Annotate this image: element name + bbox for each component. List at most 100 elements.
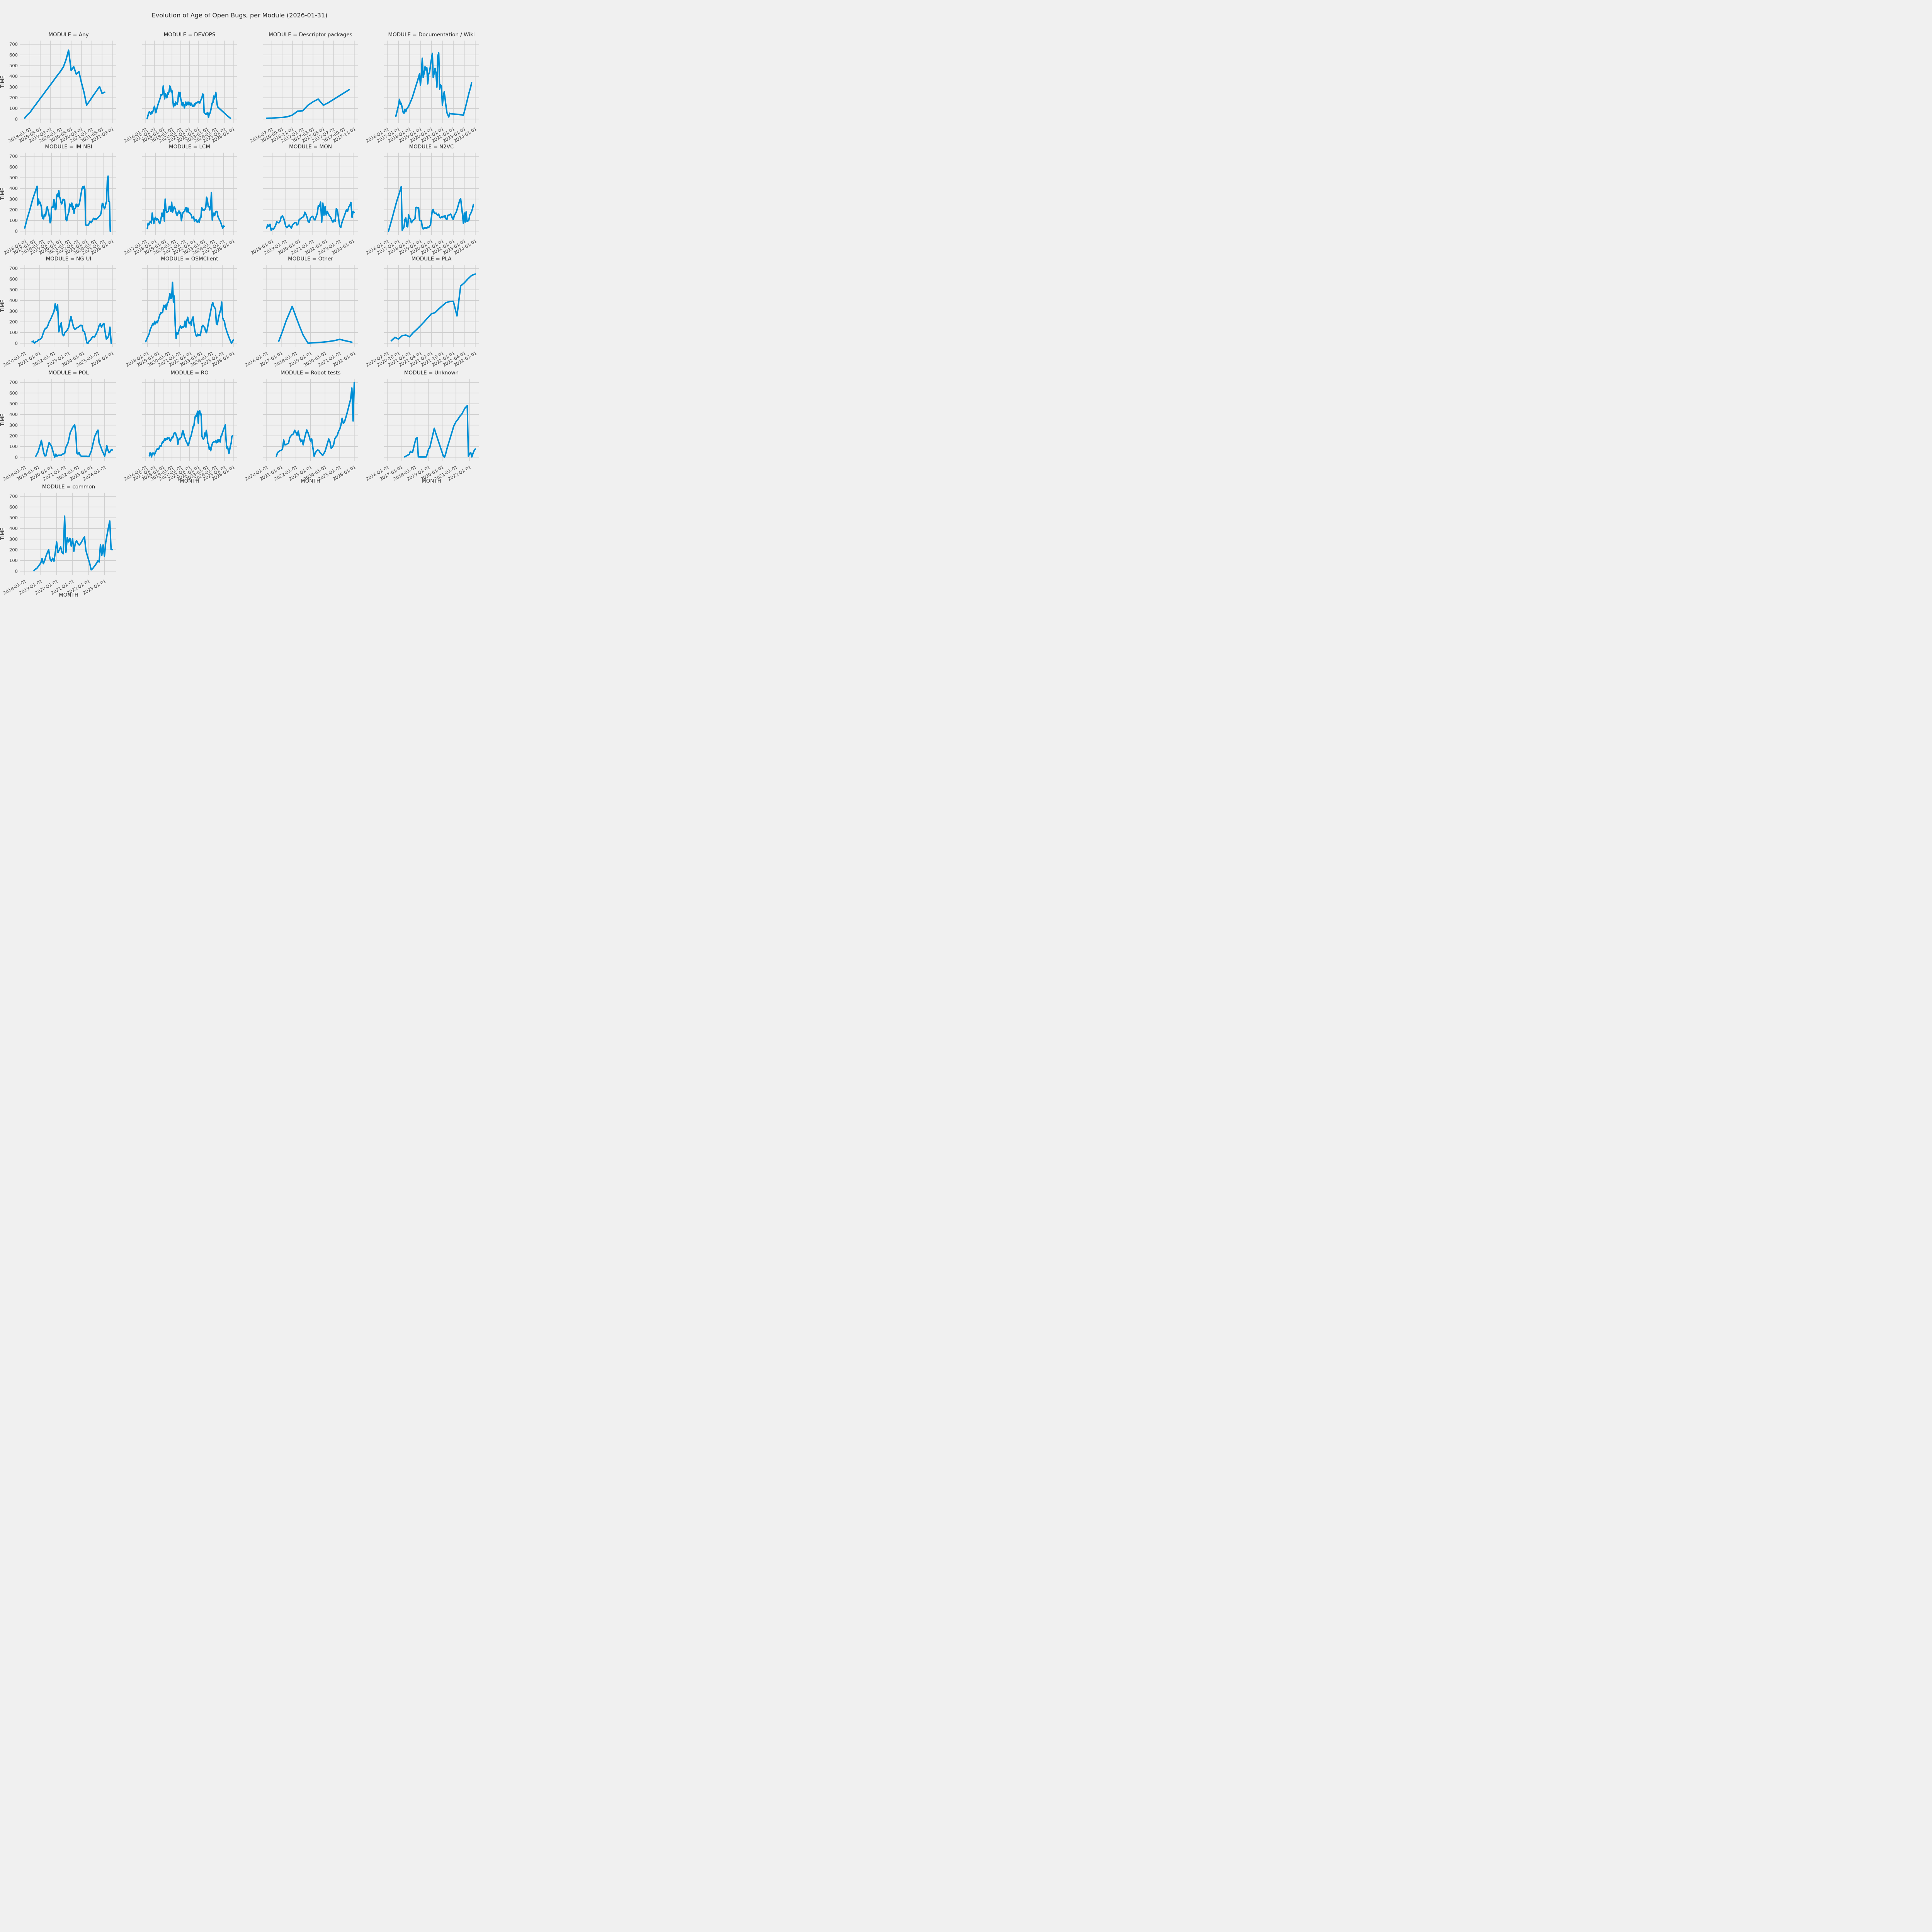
y-tick-label: 700 [9, 494, 18, 499]
facet-chart-mon: 2018-01-012019-01-012020-01-012021-01-01… [250, 144, 358, 256]
facet-chart-ng-ui: 01002003004005006007002020-01-012021-01-… [0, 256, 116, 368]
facet-chart-any: 01002003004005006007002019-01-012019-05-… [0, 32, 116, 144]
facet-pla: 2020-07-01 2020-10-01 2021-01-01 2021-04-01… [363, 255, 490, 371]
y-tick-label: 700 [9, 266, 18, 271]
x-axis-label: MONTH [422, 478, 441, 484]
y-tick-label: 400 [9, 186, 18, 191]
facet-chart-robot-tests: 2020-01-012021-01-012022-01-012023-01-01… [244, 370, 358, 484]
facet-chart-pol: 01002003004005006007002018-01-012019-01-… [0, 370, 116, 482]
y-tick-label: 0 [15, 568, 18, 574]
y-tick-label: 500 [9, 287, 18, 293]
facet-title: MODULE = Robot-tests [281, 370, 340, 376]
y-tick-label: 100 [9, 218, 18, 223]
facet-title: MODULE = MON [289, 144, 332, 150]
facet-chart-common: 01002003004005006007002018-01-012019-01-… [0, 484, 116, 598]
facet-chart-n2vc: 2016-01-012017-01-012018-01-012019-01-01… [365, 144, 479, 256]
y-axis-label: TIME [0, 299, 6, 312]
facet-title: MODULE = Unknown [404, 370, 459, 376]
data-line-any [24, 49, 105, 119]
y-tick-label: 200 [9, 319, 18, 325]
y-tick-label: 400 [9, 412, 18, 417]
facet-common: 0 100 200 300 400 500 600 700 2018-01-01 2019-01-… [0, 483, 128, 599]
facet-osmclient: 2018-01-01 2019-01-01 2020-01-01 2021-01-01… [121, 255, 248, 371]
y-tick-label: 300 [9, 422, 18, 428]
y-tick-label: 100 [9, 558, 18, 563]
data-line-pol [35, 424, 113, 458]
data-line-documentation-wiki [395, 52, 473, 118]
facet-title: MODULE = PLA [412, 256, 452, 262]
y-tick-label: 200 [9, 433, 18, 439]
figure: Evolution of Age of Open Bugs, per Modul… [0, 0, 479, 599]
facet-other: 2016-01-01 2017-01-01 2018-01-01 2019-01-01… [242, 255, 369, 371]
facet-any: 0 100 200 300 400 500 600 700 2019-01-01 2019-05-… [0, 31, 128, 147]
y-tick-label: 500 [9, 63, 18, 68]
facet-title: MODULE = NG-UI [46, 256, 92, 262]
facet-title: MODULE = Other [288, 256, 333, 262]
y-axis-label: TIME [0, 527, 6, 540]
facet-title: MODULE = Any [48, 32, 88, 38]
facet-ro: 2016-01-01 2017-01-01 2018-01-01 2019-01-01… [121, 369, 248, 485]
facet-title: MODULE = DEVOPS [164, 32, 216, 38]
y-tick-label: 500 [9, 515, 18, 520]
y-tick-label: 700 [9, 42, 18, 47]
facet-chart-devops: 2016-01-012017-01-012018-01-012019-01-01… [123, 32, 237, 144]
facet-chart-ro: 2016-01-012017-01-012018-01-012019-01-01… [123, 370, 237, 484]
facet-lcm: 2017-01-01 2018-01-01 2019-01-01 2020-01-01… [121, 143, 248, 259]
y-tick-label: 400 [9, 298, 18, 303]
y-axis-label: TIME [0, 413, 6, 426]
facet-chart-unknown: 2016-01-012017-01-012018-01-012019-01-01… [365, 370, 479, 484]
data-line-devops [146, 85, 231, 119]
y-tick-label: 200 [9, 207, 18, 213]
y-tick-label: 400 [9, 526, 18, 531]
y-tick-label: 0 [15, 454, 18, 460]
data-line-pla [390, 273, 476, 342]
facet-title: MODULE = RO [170, 370, 209, 376]
facet-title: MODULE = common [42, 484, 95, 490]
y-tick-label: 600 [9, 164, 18, 170]
y-tick-label: 0 [15, 116, 18, 122]
y-tick-label: 100 [9, 444, 18, 449]
x-axis-label: MONTH [180, 478, 199, 484]
facet-chart-osmclient: 2018-01-012019-01-012020-01-012021-01-01… [125, 256, 237, 368]
y-tick-label: 500 [9, 175, 18, 180]
data-line-common [33, 515, 113, 571]
facet-title: MODULE = OSMClient [161, 256, 218, 262]
x-axis-label: MONTH [59, 592, 78, 598]
y-tick-label: 600 [9, 390, 18, 396]
y-tick-label: 700 [9, 154, 18, 159]
data-line-im-nbi [24, 175, 111, 232]
facet-im-nbi: 0 100 200 300 400 500 600 700 2016-01-01 2017-01-… [0, 143, 128, 259]
facet-robot-tests: 2020-01-01 2021-01-01 2022-01-01 2023-01-01… [242, 369, 369, 485]
data-line-lcm [146, 192, 225, 230]
data-line-other [278, 305, 353, 344]
x-axis-label: MONTH [301, 478, 320, 484]
facet-chart-lcm: 2017-01-012018-01-012019-01-012020-01-01… [123, 144, 237, 256]
data-line-ro [148, 410, 233, 458]
facet-chart-im-nbi: 01002003004005006007002016-01-012017-01-… [0, 144, 116, 256]
facet-n2vc: 2016-01-01 2017-01-01 2018-01-01 2019-01-01… [363, 143, 490, 259]
y-tick-label: 600 [9, 276, 18, 282]
data-line-ng-ui [31, 303, 112, 344]
y-tick-label: 100 [9, 330, 18, 335]
facet-title: MODULE = Documentation / Wiki [388, 32, 474, 38]
y-tick-label: 0 [15, 340, 18, 346]
facet-chart-other: 2016-01-012017-01-012018-01-012019-01-01… [244, 256, 358, 368]
y-axis-label: TIME [0, 187, 6, 200]
facet-title: MODULE = N2VC [409, 144, 454, 150]
facet-documentation-wiki: 2016-01-01 2017-01-01 2018-01-01 2019-01-01… [363, 31, 490, 147]
data-line-n2vc [388, 185, 474, 232]
facet-devops: 2016-01-01 2017-01-01 2018-01-01 2019-01-01… [121, 31, 248, 147]
data-line-mon [266, 201, 355, 231]
facet-mon: 2018-01-01 2019-01-01 2020-01-01 2021-01-01… [242, 143, 369, 259]
y-tick-label: 200 [9, 95, 18, 100]
y-tick-label: 600 [9, 504, 18, 510]
facet-pol: 0 100 200 300 400 500 600 700 2018-01-01 2019-01-… [0, 369, 128, 485]
facet-ng-ui: 0 100 200 300 400 500 600 700 2020-01-01 2021-01-… [0, 255, 128, 371]
y-tick-label: 600 [9, 52, 18, 58]
facet-title: MODULE = LCM [169, 144, 210, 150]
y-axis-label: TIME [0, 75, 6, 88]
y-tick-label: 300 [9, 84, 18, 90]
data-line-osmclient [145, 281, 234, 344]
y-tick-label: 400 [9, 74, 18, 79]
facet-title: MODULE = POL [48, 370, 89, 376]
